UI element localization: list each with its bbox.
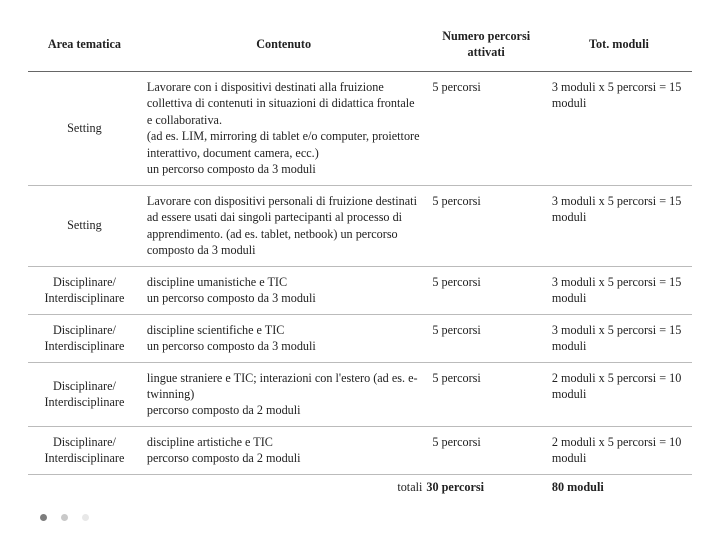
table-row: SettingLavorare con dispositivi personal…: [28, 185, 692, 266]
header-area: Area tematica: [28, 18, 141, 71]
cell-contenuto: Lavorare con dispositivi personali di fr…: [141, 185, 427, 266]
cell-area: Disciplinare/ Interdisciplinare: [28, 266, 141, 314]
cell-contenuto: discipline scientifiche e TIC un percors…: [141, 314, 427, 362]
cell-tot: 2 moduli x 5 percorsi = 10 moduli: [546, 426, 692, 474]
slide: Area tematica Contenuto Numero percorsi …: [0, 0, 720, 540]
totals-row: totali30 percorsi80 moduli: [28, 474, 692, 502]
cell-contenuto: discipline artistiche e TIC percorso com…: [141, 426, 427, 474]
header-tot: Tot. moduli: [546, 18, 692, 71]
totals-moduli: 80 moduli: [546, 474, 692, 502]
cell-area: Disciplinare/ Interdisciplinare: [28, 314, 141, 362]
cell-tot: 2 moduli x 5 percorsi = 10 moduli: [546, 362, 692, 426]
cell-contenuto: discipline umanistiche e TIC un percorso…: [141, 266, 427, 314]
cell-contenuto: Lavorare con i dispositivi destinati all…: [141, 71, 427, 185]
header-numero: Numero percorsi attivati: [426, 18, 546, 71]
slide-dots: [40, 508, 99, 526]
cell-tot: 3 moduli x 5 percorsi = 15 moduli: [546, 71, 692, 185]
cell-contenuto: lingue straniere e TIC; interazioni con …: [141, 362, 427, 426]
cell-area: Disciplinare/ Interdisciplinare: [28, 426, 141, 474]
cell-numero: 5 percorsi: [426, 185, 546, 266]
dot-icon: [82, 514, 89, 521]
cell-numero: 5 percorsi: [426, 71, 546, 185]
cell-numero: 5 percorsi: [426, 362, 546, 426]
cell-numero: 5 percorsi: [426, 266, 546, 314]
cell-area: Setting: [28, 185, 141, 266]
content-table: Area tematica Contenuto Numero percorsi …: [28, 18, 692, 502]
table-row: SettingLavorare con i dispositivi destin…: [28, 71, 692, 185]
table-row: Disciplinare/ Interdisciplinaredisciplin…: [28, 426, 692, 474]
header-row: Area tematica Contenuto Numero percorsi …: [28, 18, 692, 71]
table-row: Disciplinare/ Interdisciplinaredisciplin…: [28, 266, 692, 314]
cell-numero: 5 percorsi: [426, 314, 546, 362]
totals-percorsi: 30 percorsi: [426, 474, 546, 502]
dot-icon: [40, 514, 47, 521]
cell-tot: 3 moduli x 5 percorsi = 15 moduli: [546, 266, 692, 314]
cell-area: Disciplinare/ Interdisciplinare: [28, 362, 141, 426]
totals-label: totali: [141, 474, 427, 502]
cell-numero: 5 percorsi: [426, 426, 546, 474]
cell-tot: 3 moduli x 5 percorsi = 15 moduli: [546, 185, 692, 266]
table-row: Disciplinare/ Interdisciplinarelingue st…: [28, 362, 692, 426]
dot-icon: [61, 514, 68, 521]
cell-empty: [28, 474, 141, 502]
cell-area: Setting: [28, 71, 141, 185]
cell-tot: 3 moduli x 5 percorsi = 15 moduli: [546, 314, 692, 362]
header-contenuto: Contenuto: [141, 18, 427, 71]
table-row: Disciplinare/ Interdisciplinaredisciplin…: [28, 314, 692, 362]
